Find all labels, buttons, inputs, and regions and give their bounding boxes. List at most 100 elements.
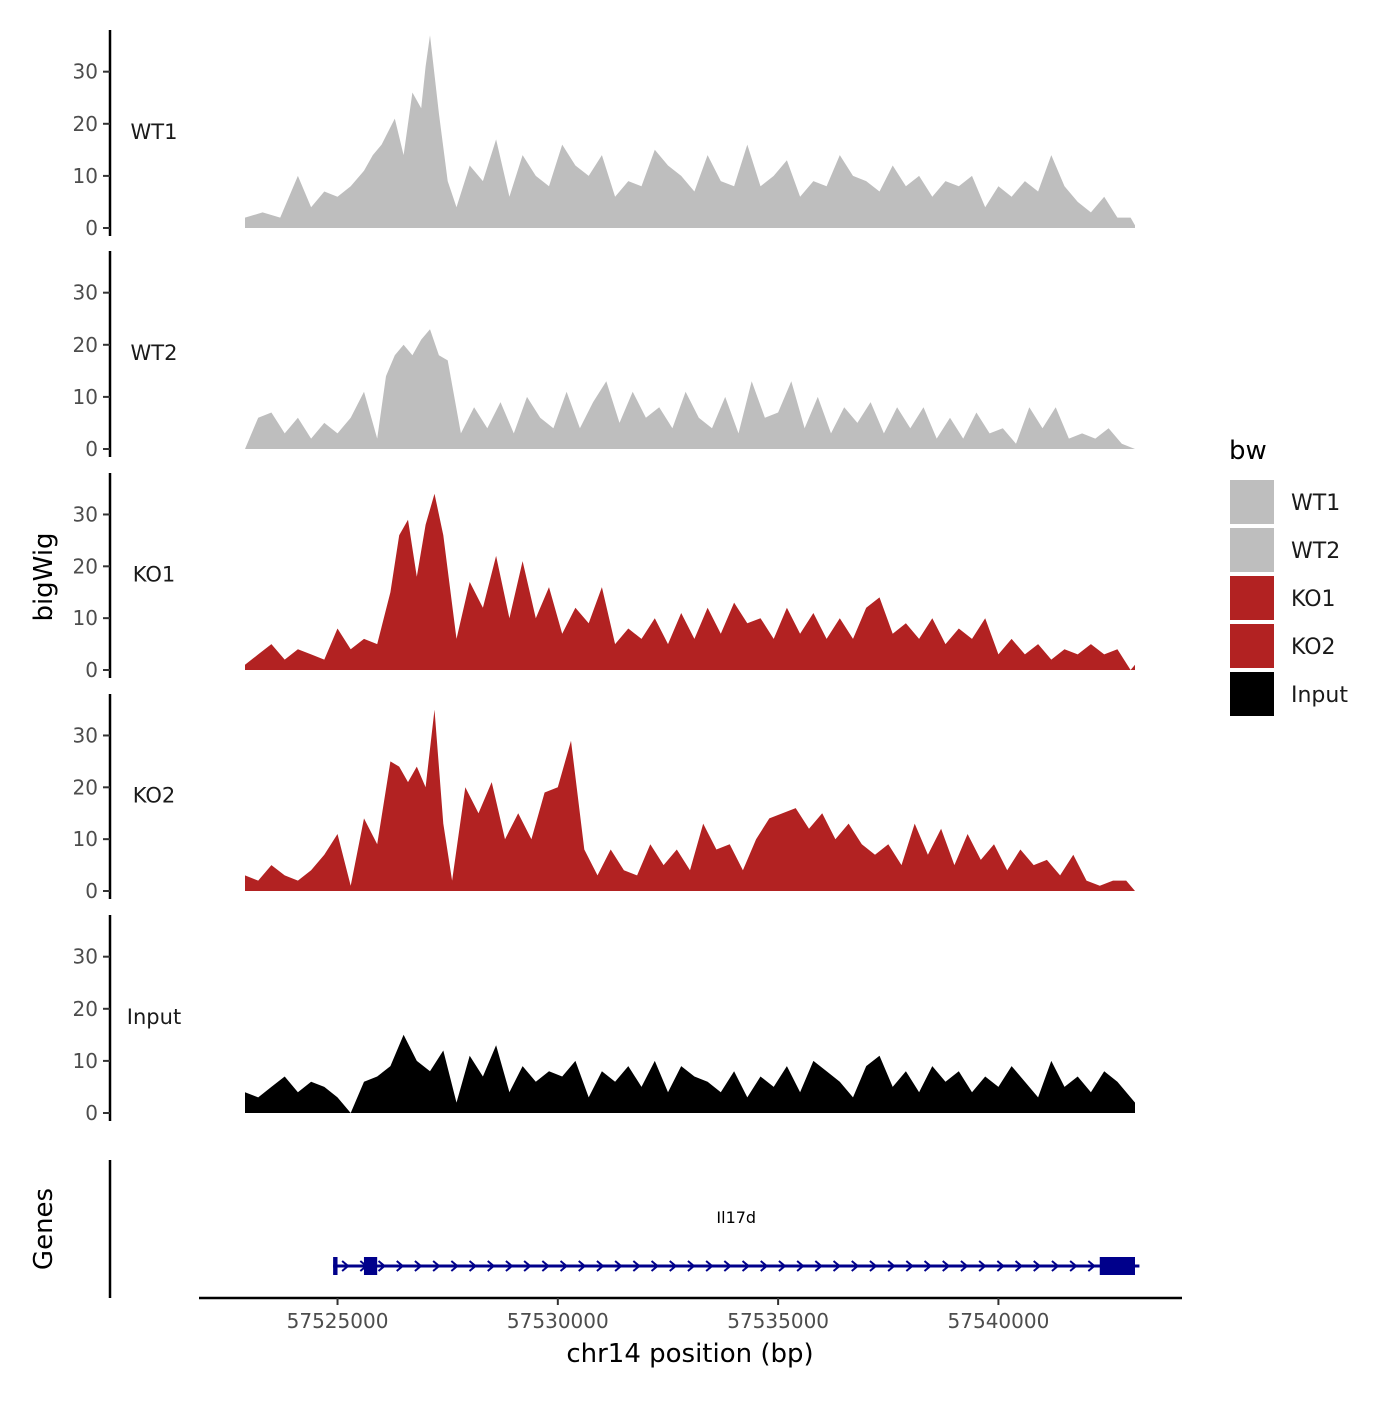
y-tick-label: 10 [73,827,98,851]
strand-arrow [796,1260,805,1272]
y-tick-label: 10 [73,385,98,409]
y-tick-label: 0 [85,437,98,461]
gene-exon [333,1257,338,1275]
strand-arrow [432,1260,441,1272]
signal-area-wt2 [245,329,1135,449]
y-tick-label: 10 [73,1049,98,1073]
x-axis: 57525000 57530000 57535000 57540000 [199,1296,1182,1333]
track-label: Input [127,1005,181,1029]
strand-arrow [414,1260,423,1272]
strand-arrow [723,1260,732,1272]
gene-exon [363,1257,378,1275]
strand-arrow [1087,1260,1096,1272]
legend-swatch-input [1230,672,1274,716]
strand-arrow [778,1260,787,1272]
y-tick-label: 30 [73,723,98,747]
strand-arrow [1051,1260,1060,1272]
strand-arrow [741,1260,751,1272]
track-ko1: 0 10 20 30 KO1 [73,473,1135,682]
track-wt1: 0 10 20 30 WT1 [73,30,1135,240]
strand-arrow [614,1260,623,1272]
legend-label-wt2: WT2 [1291,539,1340,564]
track-label: KO2 [133,783,176,807]
strand-arrow [559,1260,569,1272]
strand-arrow [1033,1260,1042,1272]
signal-area-wt1 [245,35,1135,229]
y-axis-title: bigWig [29,532,59,621]
legend: bw WT1 WT2 KO1 KO2 Input [1229,436,1348,716]
tracks-layer: 0 10 20 30 WT1 0 10 20 30 WT2 0 10 20 30 KO1 0 10 20 30 KO2… [73,30,1135,1125]
track-input: 0 10 20 30 Input [73,915,1135,1125]
gene-name-label: Il17d [716,1208,756,1227]
y-tick-label: 20 [73,554,98,578]
track-label: WT1 [131,120,178,144]
y-tick-label: 30 [73,281,98,305]
strand-arrow [377,1260,387,1272]
strand-arrow [996,1260,1005,1272]
signal-area-input [245,1034,1135,1113]
strand-arrow [1014,1260,1024,1272]
strand-arrow [596,1260,605,1272]
strand-arrow [541,1260,550,1272]
strand-arrow [814,1260,823,1272]
y-tick-label: 0 [85,879,98,903]
genes-track: Genes Il17d [29,1160,1140,1298]
strand-arrow [705,1260,714,1272]
x-tick-label: 57530000 [507,1309,609,1333]
strand-arrow [851,1260,860,1272]
strand-arrow [887,1260,896,1272]
x-tick-label: 57525000 [287,1309,389,1333]
genes-track-label: Genes [29,1188,59,1270]
y-tick-label: 0 [85,216,98,240]
track-ko2: 0 10 20 30 KO2 [73,694,1135,903]
y-tick-label: 0 [85,1101,98,1125]
strand-arrow [978,1260,987,1272]
strand-arrow [341,1260,350,1272]
legend-label-ko2: KO2 [1291,635,1336,660]
y-tick-label: 10 [73,606,98,630]
track-wt2: 0 10 20 30 WT2 [73,251,1135,461]
strand-arrow [487,1260,496,1272]
y-tick-label: 20 [73,997,98,1021]
legend-swatch-wt2 [1230,528,1274,572]
strand-arrow [632,1260,641,1272]
legend-label-input: Input [1291,683,1348,708]
y-tick-label: 10 [73,164,98,188]
x-axis-title: chr14 position (bp) [566,1339,813,1369]
y-tick-label: 20 [73,333,98,357]
strand-arrow [669,1260,678,1272]
strand-arrow [869,1260,878,1272]
y-tick-label: 30 [73,502,98,526]
y-tick-label: 20 [73,775,98,799]
y-tick-label: 20 [73,112,98,136]
strand-arrow [923,1260,933,1272]
y-tick-label: 0 [85,658,98,682]
strand-arrow [505,1260,514,1272]
strand-arrow [832,1260,842,1272]
gene-exon [1099,1257,1135,1275]
legend-swatch-wt1 [1230,480,1274,524]
x-tick-label: 57535000 [727,1309,829,1333]
signal-area-ko2 [245,709,1135,891]
strand-arrow [450,1260,459,1272]
strand-arrow [650,1260,660,1272]
legend-swatch-ko2 [1230,624,1274,668]
strand-arrow [905,1260,914,1272]
track-label: KO1 [133,562,176,586]
strand-arrow [960,1260,969,1272]
legend-label-wt1: WT1 [1291,491,1340,516]
track-label: WT2 [131,341,178,365]
y-tick-label: 30 [73,60,98,84]
strand-arrow [523,1260,532,1272]
x-tick-label: 57540000 [948,1309,1050,1333]
y-tick-label: 30 [73,945,98,969]
signal-area-ko1 [245,493,1135,670]
strand-arrow [760,1260,769,1272]
legend-label-ko1: KO1 [1291,587,1336,612]
strand-arrow [687,1260,696,1272]
legend-title: bw [1229,436,1267,466]
strand-arrow [1069,1260,1078,1272]
strand-arrow [396,1260,405,1272]
